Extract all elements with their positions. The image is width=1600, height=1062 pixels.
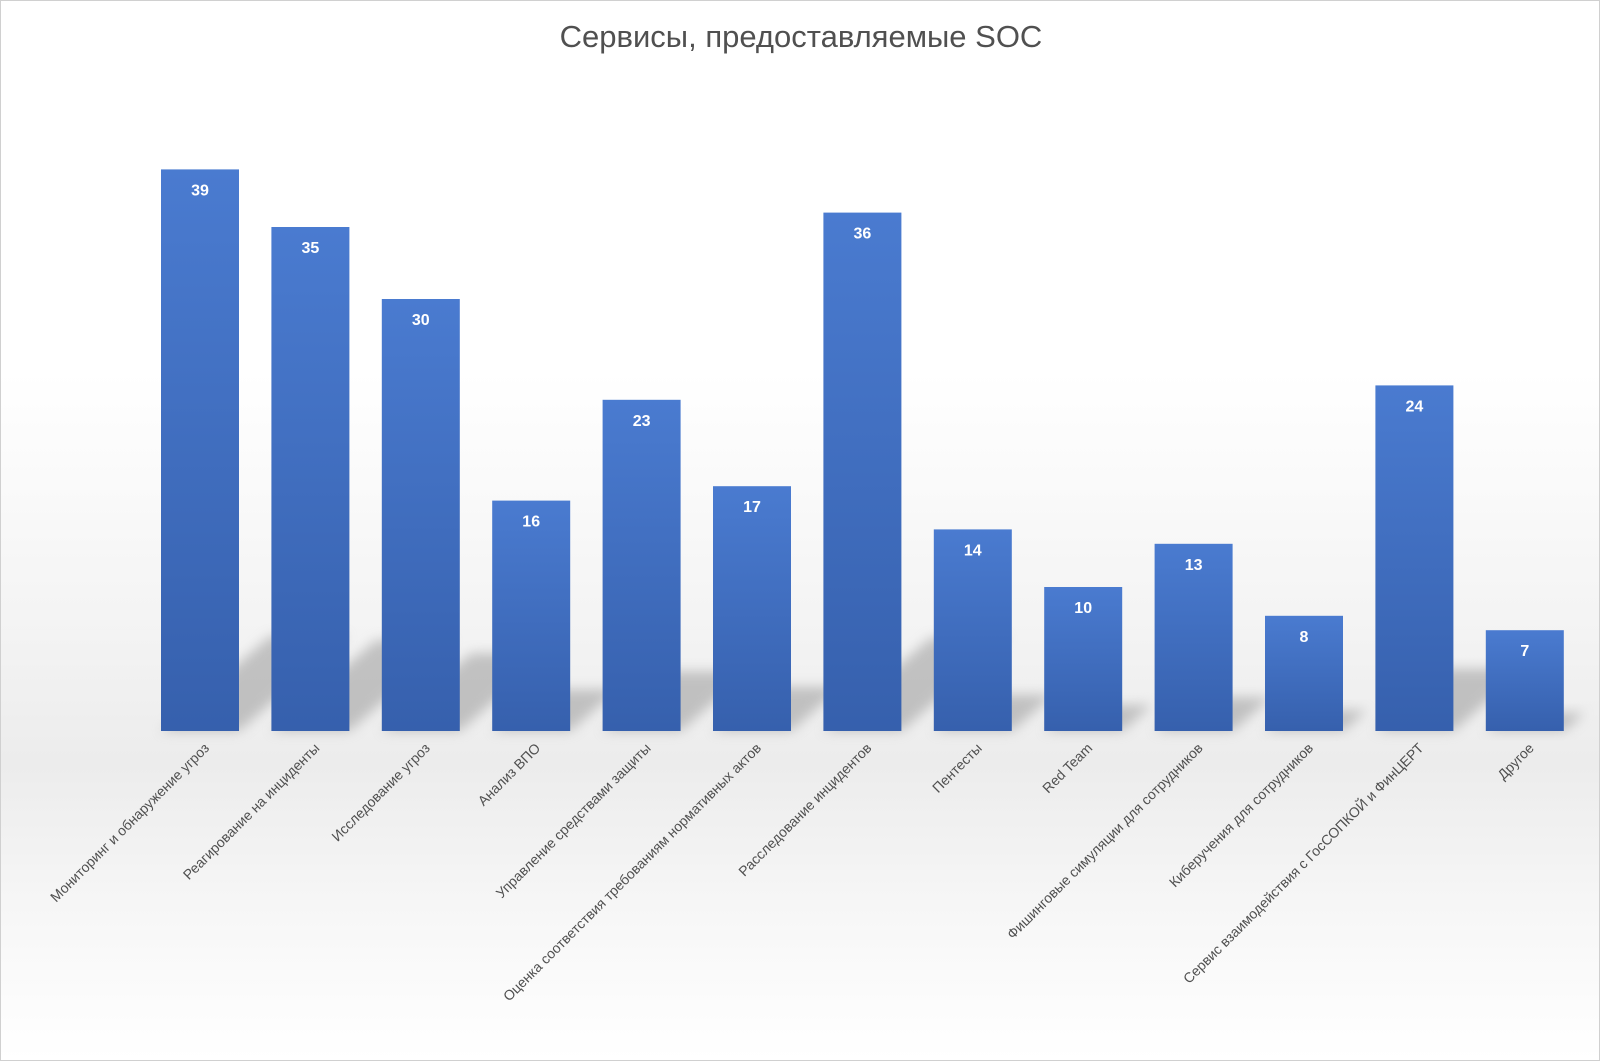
data-label: 10 [1074,600,1092,617]
x-tick-label: Анализ ВПО [474,740,543,809]
bar[interactable] [271,227,350,731]
x-tick-label: Исследование угроз [328,740,433,845]
bar[interactable] [161,169,239,731]
bar[interactable] [1265,615,1343,731]
data-label: 39 [191,182,209,199]
bar[interactable] [492,500,571,731]
x-tick-label: Red Team [1039,740,1095,796]
bar[interactable] [1044,587,1123,731]
bar[interactable] [381,299,460,731]
data-label: 8 [1300,629,1309,646]
bar[interactable] [1154,543,1233,731]
x-tick-label: Расследование инцидентов [735,740,874,879]
bar[interactable] [713,486,791,731]
data-label: 24 [1406,398,1424,415]
data-label: 7 [1520,643,1529,660]
bar[interactable] [602,399,681,731]
bar[interactable] [1375,385,1454,731]
data-label: 35 [302,240,320,257]
data-label: 30 [412,312,430,329]
bar[interactable] [1485,630,1564,731]
x-tick-label: Пентесты [929,740,985,796]
data-label: 36 [854,226,872,243]
data-label: 16 [522,514,540,531]
x-tick-label: Другое [1494,740,1537,783]
chart-title: Сервисы, предоставляемые SOC [559,19,1043,54]
data-label: 23 [633,413,651,430]
x-tick-label: Сервис взаимодействия с ГосСОПКОЙ и ФинЦ… [1179,739,1427,987]
data-label: 14 [964,542,982,559]
data-label: 13 [1185,557,1203,574]
bar[interactable] [933,529,1012,731]
data-label: 17 [743,499,761,516]
bar[interactable] [823,212,902,732]
x-tick-label: Фишинговые симуляции для сотрудников [1004,740,1206,942]
x-tick-label: Оценка соответствия требованиям норматив… [500,740,764,1004]
